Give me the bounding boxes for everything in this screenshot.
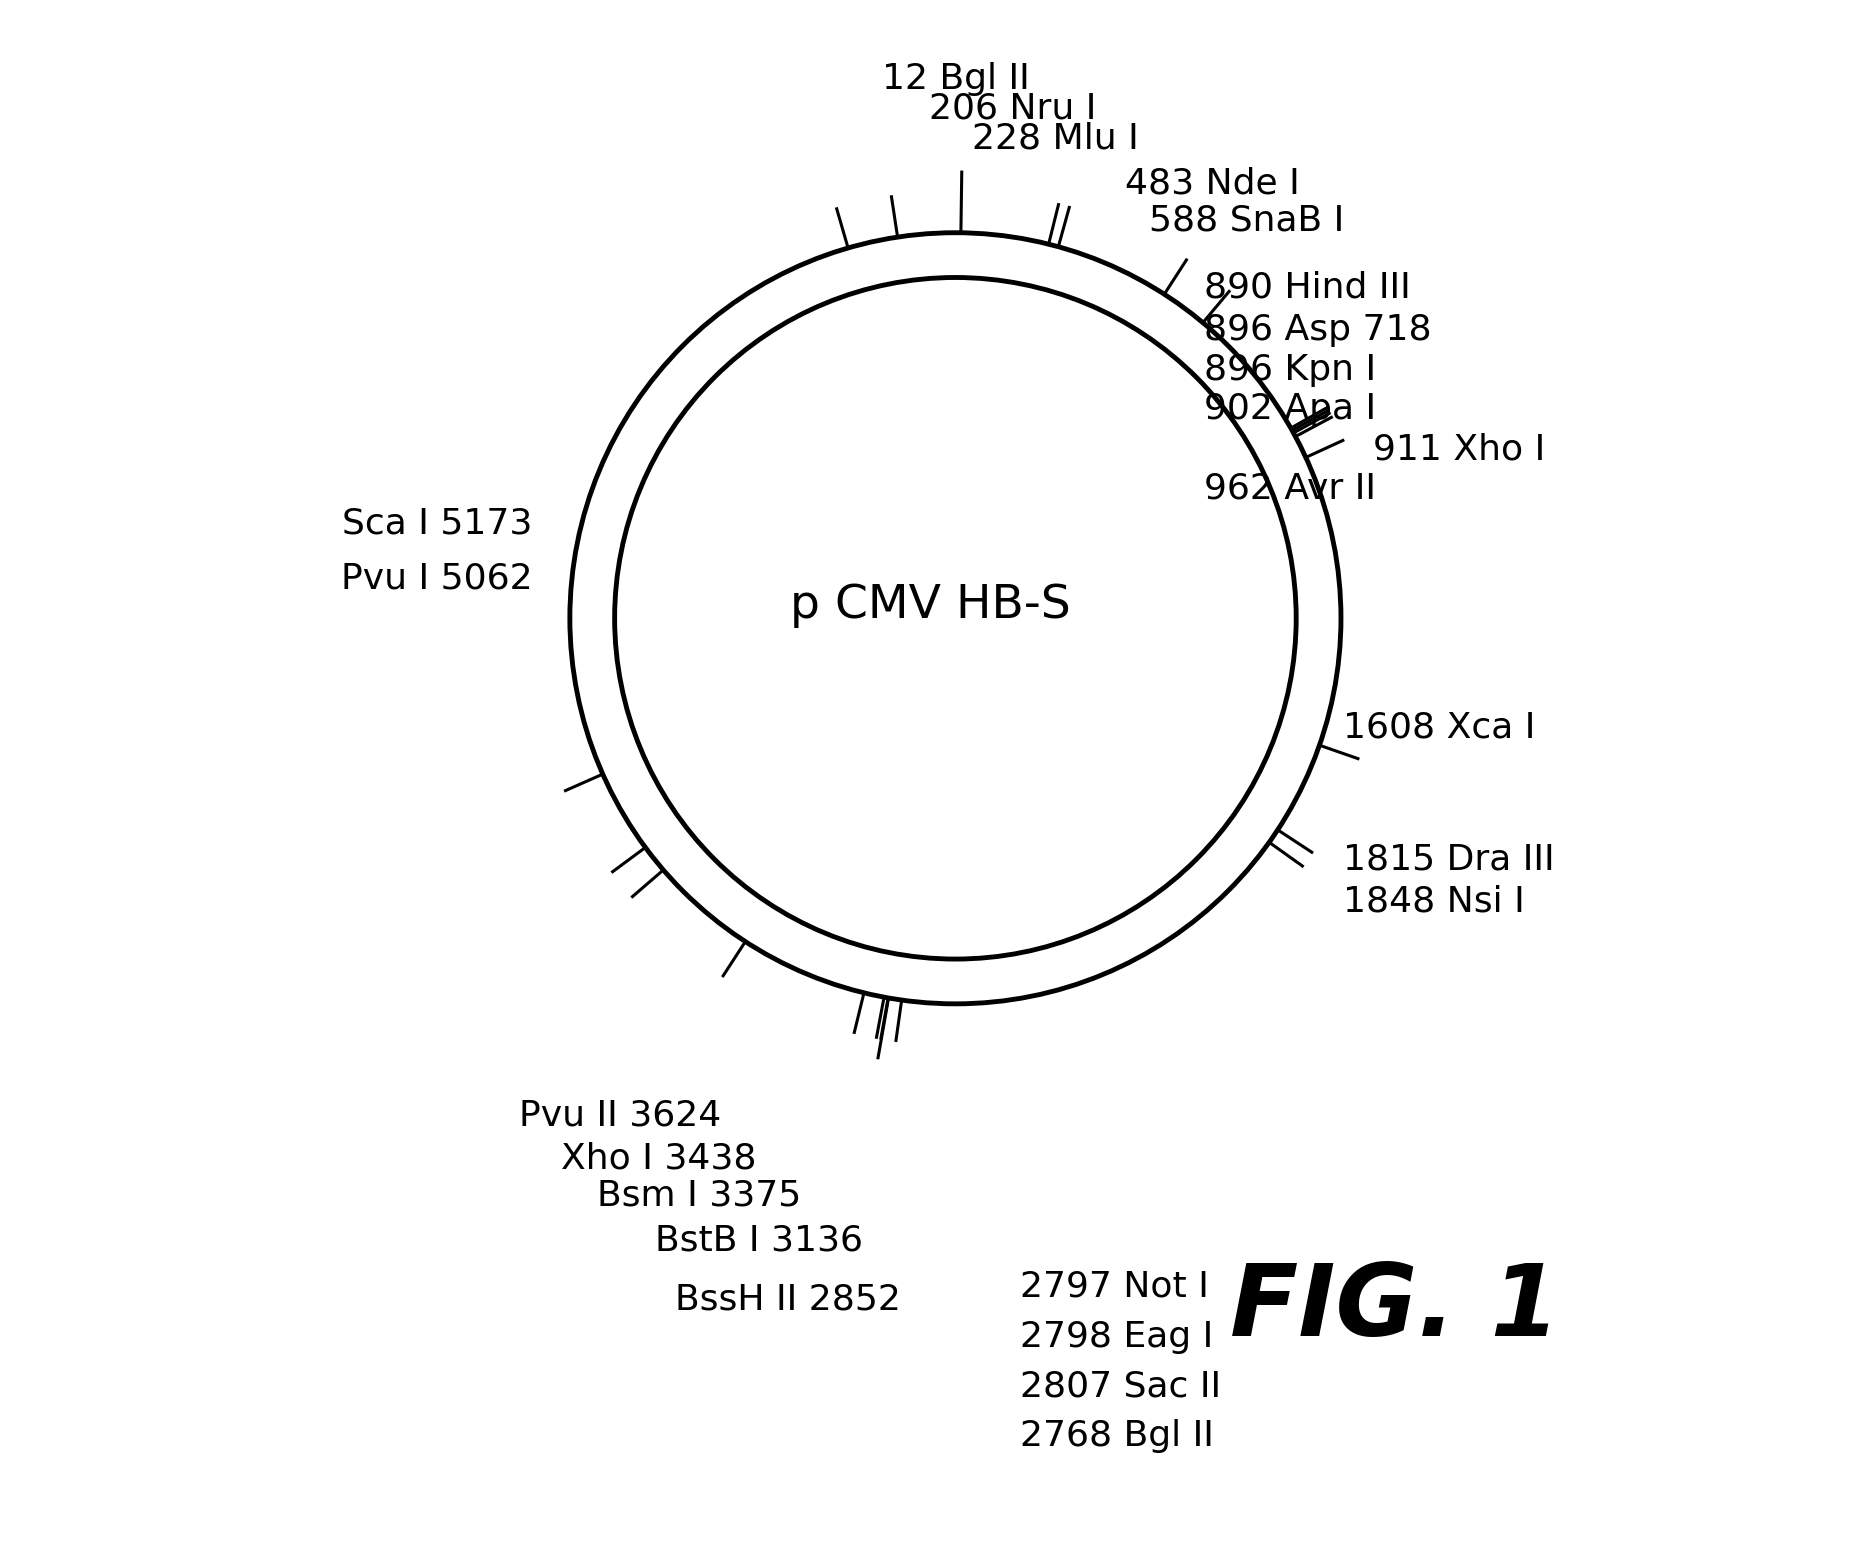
Text: 911 Xho I: 911 Xho I bbox=[1373, 433, 1546, 467]
Text: 896 Asp 718: 896 Asp 718 bbox=[1204, 312, 1431, 346]
Text: Xho I 3438: Xho I 3438 bbox=[561, 1142, 756, 1176]
Text: 962 Avr II: 962 Avr II bbox=[1204, 471, 1377, 505]
Text: 902 Apa I: 902 Apa I bbox=[1204, 392, 1377, 426]
Text: 2807 Sac II: 2807 Sac II bbox=[1021, 1369, 1221, 1403]
Text: Pvu II 3624: Pvu II 3624 bbox=[520, 1098, 722, 1132]
Text: 228 Mlu I: 228 Mlu I bbox=[972, 122, 1139, 156]
Text: 206 Nru I: 206 Nru I bbox=[929, 91, 1096, 125]
Text: 1608 Xca I: 1608 Xca I bbox=[1343, 711, 1536, 745]
Text: 1815 Dra III: 1815 Dra III bbox=[1343, 842, 1555, 876]
Text: 12 Bgl II: 12 Bgl II bbox=[882, 62, 1030, 96]
Text: FIG. 1: FIG. 1 bbox=[1231, 1261, 1559, 1357]
Text: 2768 Bgl II: 2768 Bgl II bbox=[1021, 1420, 1214, 1454]
Text: BssH II 2852: BssH II 2852 bbox=[675, 1282, 900, 1316]
Text: BstB I 3136: BstB I 3136 bbox=[655, 1224, 863, 1258]
Text: p CMV HB-S: p CMV HB-S bbox=[790, 584, 1071, 629]
Text: 890 Hind III: 890 Hind III bbox=[1204, 270, 1411, 304]
Text: 483 Nde I: 483 Nde I bbox=[1124, 167, 1300, 201]
Text: 2797 Not I: 2797 Not I bbox=[1021, 1270, 1208, 1304]
Text: Pvu I 5062: Pvu I 5062 bbox=[341, 561, 533, 595]
Text: Bsm I 3375: Bsm I 3375 bbox=[597, 1179, 801, 1213]
Text: 2798 Eag I: 2798 Eag I bbox=[1021, 1319, 1214, 1353]
Text: 896 Kpn I: 896 Kpn I bbox=[1204, 352, 1377, 386]
Text: Sca I 5173: Sca I 5173 bbox=[341, 507, 533, 541]
Text: 1848 Nsi I: 1848 Nsi I bbox=[1343, 885, 1525, 919]
Text: 588 SnaB I: 588 SnaB I bbox=[1150, 204, 1345, 238]
